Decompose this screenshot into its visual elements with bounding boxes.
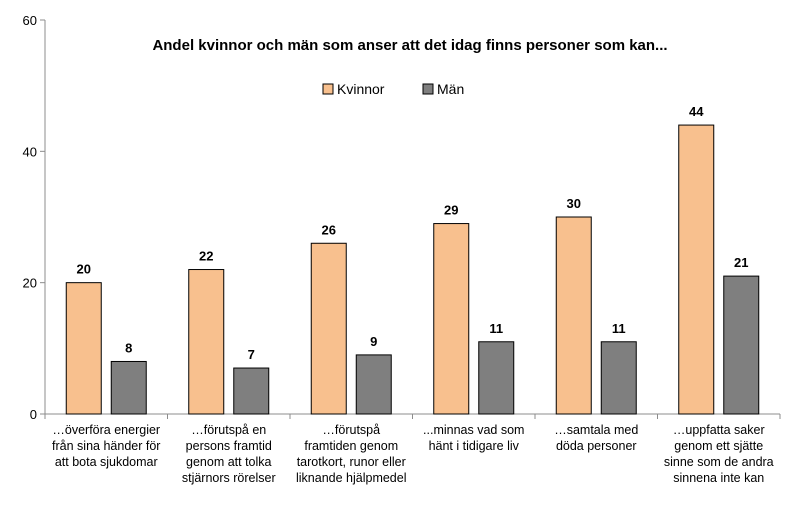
bar-kvinnor-3	[310, 242, 347, 415]
category-labels: …överföra energier från sina händer för at…	[52, 423, 774, 485]
data-label: 29	[444, 203, 458, 218]
legend: Kvinnor Män	[322, 81, 464, 97]
category-label: …uppfatta saker genom ett sjätte sinne som…	[664, 423, 774, 485]
legend-label-män: Män	[437, 81, 464, 97]
category-label-line: framtiden genom	[304, 439, 398, 453]
y-tick-label: 40	[23, 144, 37, 159]
bars	[65, 124, 760, 415]
bar-kvinnor-4	[433, 223, 470, 415]
category-label-line: sinnena inte kan	[673, 471, 764, 485]
category-label: …samtala med döda personer	[554, 423, 638, 453]
data-label: 7	[248, 347, 255, 362]
data-label: 44	[689, 104, 704, 119]
bar-män-3	[355, 354, 392, 415]
y-tick-label: 20	[23, 276, 37, 291]
category-label-line: …överföra energier	[52, 423, 160, 437]
category-label-line: …samtala med	[554, 423, 638, 437]
data-label: 22	[199, 249, 213, 264]
data-label: 9	[370, 334, 377, 349]
legend-label-kvinnor: Kvinnor	[337, 81, 385, 97]
category-label-line: döda personer	[556, 439, 637, 453]
y-tick-label: 0	[30, 407, 37, 422]
bar-män-5	[600, 341, 637, 415]
legend-swatch-män	[422, 83, 434, 95]
bar-män-2	[233, 367, 270, 415]
data-label: 8	[125, 340, 132, 355]
legend-swatch-kvinnor	[322, 83, 334, 95]
data-label: 11	[489, 321, 503, 336]
bar-kvinnor-2	[188, 269, 225, 415]
category-label-line: …uppfatta saker	[673, 423, 765, 437]
category-label-line: sinne som de andra	[664, 455, 774, 469]
category-label-line: ...minnas vad som	[423, 423, 524, 437]
category-label-line: persons framtid	[186, 439, 272, 453]
y-tick-label: 60	[23, 13, 37, 28]
axes: 0 20 40 60	[23, 13, 781, 422]
category-label-line: hänt i tidigare liv	[429, 439, 520, 453]
bar-kvinnor-5	[555, 216, 592, 415]
data-label: 26	[322, 222, 336, 237]
category-label: …förutspå framtiden genom tarotkort, runor…	[296, 423, 407, 485]
bar-män-6	[723, 275, 760, 415]
category-label-line: liknande hjälpmedel	[296, 471, 407, 485]
bar-män-4	[478, 341, 515, 415]
bar-kvinnor-1	[65, 282, 102, 415]
category-label-line: att bota sjukdomar	[55, 455, 158, 469]
data-label: 21	[734, 255, 748, 270]
data-labels: 20 8 22 7 26 9 29 11 30 11 44 21	[77, 104, 749, 362]
category-label-line: stjärnors rörelser	[182, 471, 276, 485]
category-label: …överföra energier från sina händer för at…	[52, 423, 160, 469]
category-label-line: tarotkort, runor eller	[297, 455, 406, 469]
bar-män-1	[110, 360, 147, 415]
data-label: 11	[612, 321, 626, 336]
data-label: 30	[567, 196, 581, 211]
bar-kvinnor-6	[678, 124, 715, 415]
category-label: …förutspå en persons framtid genom att tol…	[182, 423, 276, 485]
chart-title: Andel kvinnor och män som anser att det …	[152, 37, 667, 54]
data-label: 20	[77, 262, 91, 277]
category-label-line: …förutspå en	[191, 423, 266, 437]
category-label-line: genom ett sjätte	[674, 439, 763, 453]
category-label-line: genom att tolka	[186, 455, 272, 469]
category-label-line: …förutspå	[322, 423, 380, 437]
category-label: ...minnas vad som hänt i tidigare liv	[423, 423, 524, 453]
category-label-line: från sina händer för	[52, 439, 160, 453]
